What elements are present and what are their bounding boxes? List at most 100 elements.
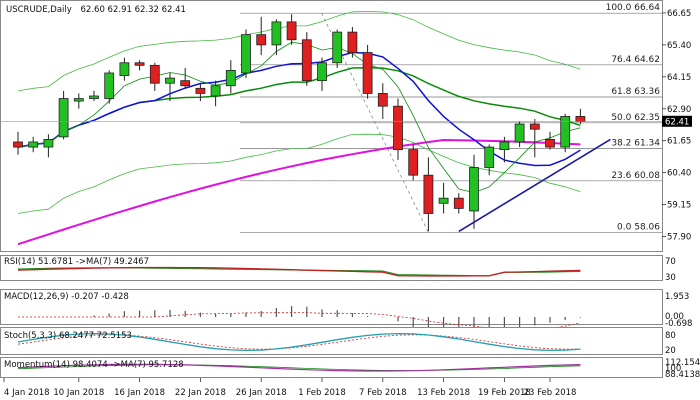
momentum-panel: Momentum(14) 98.4074 ->MA(7) 95.7128 112…: [0, 357, 700, 380]
momentum-line: [17, 363, 581, 372]
stoch-main-line: [17, 332, 581, 352]
current-price-box: [662, 115, 692, 127]
time-tick-8: 19 Feb 2018: [478, 388, 531, 398]
fib-label-5: 23.6 60.08: [611, 171, 660, 181]
fib-label-0: 100.0 66.64: [606, 3, 661, 13]
momentum-tick-top: 112.154: [665, 358, 700, 368]
rsi-label: RSI(14) 51.6781 ->MA(7) 49.2467: [4, 257, 149, 267]
candle-body: [301, 39, 312, 82]
price-tick-7: 57.90: [667, 233, 691, 243]
candle-body: [28, 141, 39, 148]
candle-body: [393, 105, 403, 151]
macd-tick-top: 1.953: [665, 292, 689, 302]
macd-panel-frame: [0, 289, 663, 325]
momentum-tick-mid: 100: [665, 364, 681, 374]
candle-body: [575, 116, 586, 122]
rsi-line: [17, 266, 581, 277]
price-axis: 66.65 65.40 64.15 62.90 61.65 60.40 59.15 57.90: [0, 9, 691, 243]
candle-body: [453, 197, 464, 209]
candle-body: [195, 87, 206, 94]
macd-label: MACD(12,26,9) -0.207 -0.428: [4, 292, 129, 302]
price-tick-4: 61.65: [667, 137, 691, 147]
candle-body: [149, 64, 160, 84]
price-panel-frame: [0, 0, 663, 252]
fib-label-6: 0.0 58.06: [617, 222, 660, 232]
time-tick-5: 1 Feb 2018: [298, 388, 346, 398]
candle-body: [271, 21, 282, 46]
candle-body: [73, 98, 84, 102]
candle-body: [210, 85, 221, 97]
candlesticks: [13, 14, 586, 232]
fib-label-4: 38.2 61.34: [611, 139, 660, 149]
candle-body: [225, 70, 236, 87]
current-price-label: 62.41: [665, 117, 689, 127]
candle-body: [499, 141, 510, 151]
fibonacci-labels: 100.0 66.64 76.4 64.62 61.8 63.36 50.0 62.3…: [606, 3, 661, 232]
candle-body: [408, 149, 419, 176]
fib-label-3: 50.0 62.35: [611, 113, 660, 123]
ohlc-readout: 62.60 62.91 62.32 62.41: [81, 5, 186, 15]
stoch-panel: Stoch(5,3,3) 68.2477 72.5153 80 20: [0, 327, 676, 356]
candle-body: [332, 31, 343, 64]
ma-magenta-line: [17, 138, 581, 246]
candle-body: [165, 77, 175, 84]
rsi-tick-70: 70: [665, 257, 676, 267]
candle-body: [58, 98, 69, 138]
time-tick-0: 4 Jan 2018: [4, 388, 50, 398]
price-tick-1: 65.40: [667, 41, 691, 51]
price-tick-0: 66.65: [667, 9, 691, 19]
time-tick-2: 16 Jan 2018: [114, 388, 165, 398]
candle-body: [317, 62, 327, 82]
candle-body: [529, 123, 540, 130]
candle-body: [545, 139, 555, 148]
stoch-tick-80: 80: [665, 331, 676, 341]
price-tick-3: 62.90: [667, 105, 691, 115]
candle-body: [241, 34, 251, 74]
candle-body: [180, 80, 191, 87]
band-lower-line: [17, 133, 581, 214]
price-panel: 100.0 66.64 76.4 64.62 61.8 63.36 50.0 62.3…: [0, 0, 663, 252]
fib-label-2: 61.8 63.36: [611, 87, 660, 97]
candle-body: [484, 146, 495, 168]
candle-body: [119, 62, 130, 76]
candle-body: [43, 139, 54, 148]
candle-body: [256, 34, 267, 46]
time-tick-3: 22 Jan 2018: [175, 388, 226, 398]
candle-body: [13, 141, 23, 148]
macd-tick-zero: 0.00: [665, 312, 684, 322]
candle-body: [469, 167, 479, 212]
candle-body: [104, 72, 115, 99]
momentum-panel-frame: [0, 357, 663, 378]
price-tick-2: 64.15: [667, 73, 691, 83]
candle-body: [377, 93, 388, 107]
macd-panel: MACD(12,26,9) -0.207 -0.428 1.953 0.00 -…: [0, 289, 692, 343]
candle-body: [134, 62, 145, 66]
stoch-tick-20: 20: [665, 346, 676, 356]
band-upper-line: [17, 11, 581, 92]
candle-body: [362, 52, 373, 94]
stoch-label: Stoch(5,3,3) 68.2477 72.5153: [4, 331, 132, 341]
momentum-label: Momentum(14) 98.4074 ->MA(7) 95.7128: [4, 360, 184, 370]
price-tick-5: 60.40: [667, 169, 691, 179]
candle-body: [89, 95, 99, 99]
time-tick-6: 7 Feb 2018: [359, 388, 407, 398]
time-tick-7: 13 Feb 2018: [417, 388, 470, 398]
chart-title: USCRUDE,Daily 62.60 62.91 62.32 62.41: [6, 5, 186, 15]
time-tick-9: 23 Feb 2018: [524, 388, 577, 398]
candle-body: [286, 21, 297, 41]
symbol-label: USCRUDE,Daily: [6, 5, 72, 15]
macd-tick-bottom: -0.698: [665, 319, 692, 329]
rsi-tick-30: 30: [665, 273, 676, 283]
time-tick-4: 26 Jan 2018: [236, 388, 287, 398]
candle-body: [438, 197, 449, 204]
momentum-ma-line: [17, 364, 581, 371]
candle-body: [423, 174, 434, 214]
momentum-tick-bottom: 88.4138: [665, 370, 700, 380]
time-axis: 4 Jan 2018 10 Jan 2018 16 Jan 2018 22 Jan 2…: [3, 378, 577, 398]
fib-swing-line: [321, 13, 429, 233]
candle-body: [560, 116, 571, 148]
trend-line: [458, 138, 611, 233]
fib-label-1: 76.4 64.62: [611, 55, 660, 65]
candle-body: [514, 123, 525, 143]
